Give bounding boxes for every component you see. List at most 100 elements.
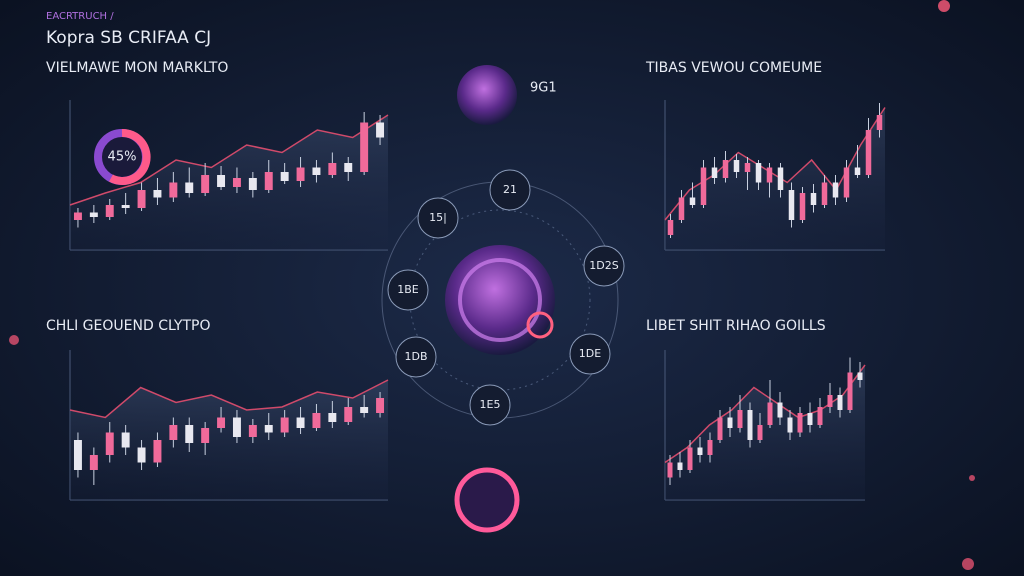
candle-body	[153, 440, 162, 463]
glow	[9, 335, 19, 345]
hub-node-label: 1DE	[579, 347, 601, 360]
candle-body	[777, 402, 783, 418]
candle-body	[153, 190, 162, 198]
kicker: EACRTRUCH /	[46, 11, 114, 22]
candle-body	[232, 417, 241, 437]
donut-arc	[109, 128, 151, 185]
candle-body	[810, 193, 817, 205]
hub-node-label: 21	[503, 183, 517, 196]
candle-body	[847, 372, 853, 410]
panel-title: CHLI GEOUEND CLYTPO	[46, 318, 210, 334]
hub-node	[569, 333, 611, 375]
candle-body	[727, 417, 733, 428]
candle-body	[264, 425, 273, 433]
candle-body	[807, 413, 813, 425]
candle-body	[169, 425, 178, 440]
candle-body	[280, 417, 289, 433]
candle-body	[744, 163, 751, 172]
candle-body	[121, 432, 130, 448]
candle-body	[105, 432, 114, 455]
candle-body	[667, 220, 674, 235]
candle-body	[312, 413, 321, 428]
candle-body	[296, 167, 305, 181]
candle-body	[169, 182, 178, 198]
candle-body	[689, 197, 696, 205]
candle-body	[89, 455, 98, 470]
trend-area	[665, 365, 865, 500]
candle-body	[843, 167, 850, 198]
candle-body	[73, 212, 82, 220]
candle-body	[344, 163, 353, 172]
candle-body	[201, 175, 210, 193]
candle-body	[137, 190, 146, 208]
candle-body	[747, 410, 753, 440]
candle-body	[105, 205, 114, 217]
candle-body	[821, 182, 828, 205]
candle-body	[777, 167, 784, 190]
bottom-donut	[454, 467, 520, 533]
candle-body	[89, 212, 98, 217]
candle-body	[817, 407, 823, 425]
center-hub	[381, 65, 619, 533]
candle-body	[837, 395, 843, 410]
trend-area	[70, 380, 388, 500]
candle-body	[697, 447, 703, 455]
panel-title: TIBAS VEWOU COMEUME	[645, 60, 822, 76]
candle-body	[360, 122, 369, 172]
hub-node	[583, 245, 625, 287]
candle-body	[722, 160, 729, 178]
candle-body	[854, 167, 861, 175]
trend-line	[69, 114, 389, 206]
candle-body	[376, 398, 385, 413]
candle-body	[687, 447, 693, 470]
candle-body	[217, 175, 226, 187]
top-orb	[457, 65, 517, 125]
candle-body	[755, 163, 762, 183]
candle-body	[328, 413, 337, 422]
candle-body	[185, 425, 194, 443]
candle-body	[360, 407, 369, 413]
hub-node-label: 1E5	[480, 398, 501, 411]
glow	[969, 475, 975, 481]
panel-title: LIBET SHIT RIHAO GOILLS	[646, 318, 826, 334]
candle-body	[827, 395, 833, 407]
candle-body	[296, 417, 305, 428]
trend-area	[665, 107, 885, 250]
panel-title: VIELMAWE MON MARKLTO	[46, 60, 228, 76]
candle-body	[757, 425, 763, 440]
hub-node	[469, 384, 511, 426]
candle-body	[767, 402, 773, 425]
trend-area	[70, 115, 388, 250]
candle-body	[832, 182, 839, 198]
hub-node	[387, 269, 429, 311]
glow	[962, 558, 974, 570]
candle-body	[376, 122, 385, 138]
candle-body	[73, 440, 82, 470]
hub-node	[417, 197, 459, 239]
candle-body	[344, 407, 353, 422]
candle-body	[788, 190, 795, 220]
candle-body	[787, 417, 793, 433]
candle-body	[280, 172, 289, 181]
candle-body	[232, 178, 241, 187]
candle-body	[678, 197, 685, 220]
candle-body	[700, 167, 707, 205]
hub-node	[395, 336, 437, 378]
hub-title: 9G1	[530, 81, 557, 96]
candle-body	[876, 115, 883, 130]
candle-body	[667, 462, 673, 478]
candle-body	[717, 417, 723, 440]
candle-body	[865, 130, 872, 175]
candle-body	[711, 167, 718, 178]
candle-body	[137, 447, 146, 463]
candle-body	[797, 413, 803, 433]
hub-node	[489, 169, 531, 211]
hub-node-label: 1DB	[404, 350, 427, 363]
candle-body	[248, 425, 257, 437]
trend-line	[69, 379, 389, 419]
candle-body	[312, 167, 321, 175]
candle-body	[677, 462, 683, 470]
swirl	[526, 311, 554, 339]
